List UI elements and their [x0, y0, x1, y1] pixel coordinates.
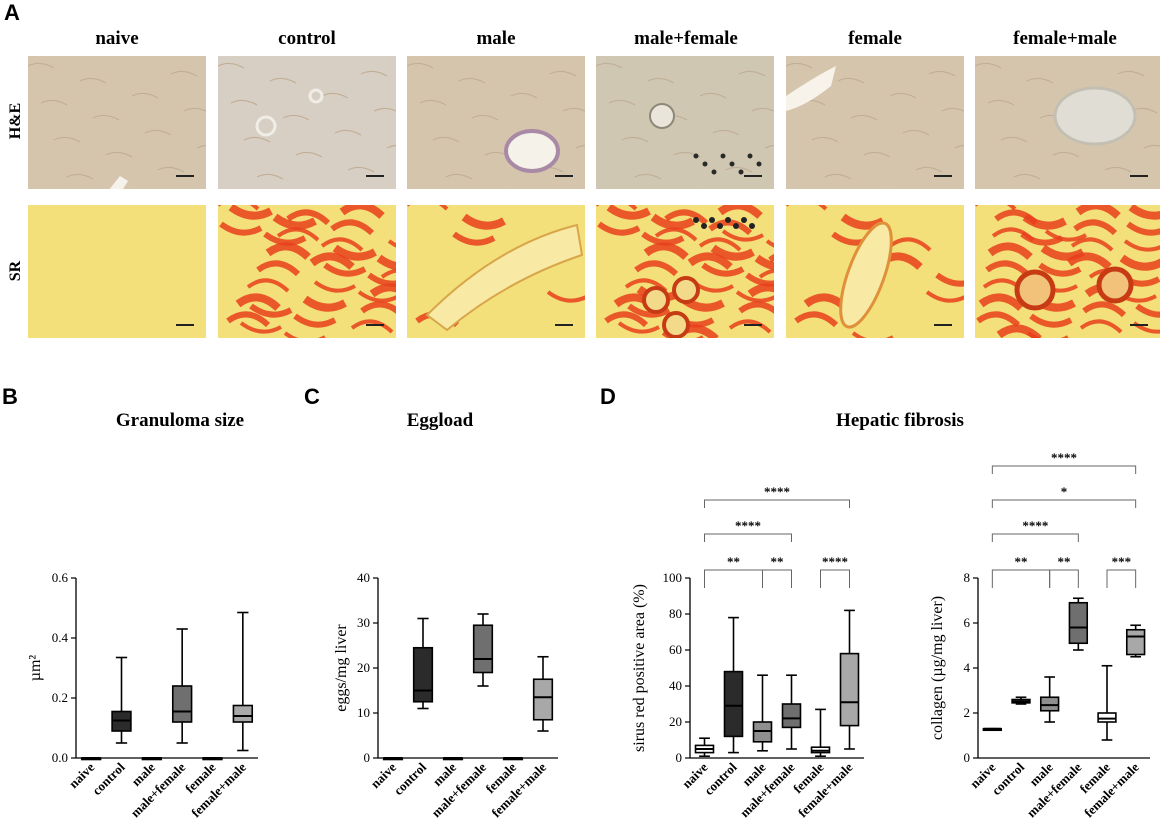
y-tick-label: 0: [676, 750, 683, 765]
box-male-female: [781, 703, 802, 729]
y-tick-label: 6: [964, 615, 971, 630]
box-female-male: [1125, 628, 1146, 656]
y-tick-label: 100: [663, 570, 683, 585]
panel-letter-a: A: [4, 0, 20, 25]
column-title-male-female: male+female: [634, 28, 738, 49]
panel-letter-d: D: [600, 384, 616, 409]
significance-bracket: [704, 569, 763, 588]
box-female-male: [839, 652, 860, 727]
x-tick-label: control: [989, 759, 1028, 798]
y-tick-label: 60: [669, 642, 682, 657]
y-tick-label: 30: [357, 615, 370, 630]
significance-bracket: [820, 569, 850, 588]
y-tick-label: 8: [964, 570, 971, 585]
micrograph-he-female: [786, 56, 964, 189]
y-tick-label: 10: [357, 705, 370, 720]
column-title-female: female: [848, 28, 902, 49]
chart-title-granuloma: Granuloma size: [115, 410, 245, 431]
y-tick-label: 0.4: [52, 630, 69, 645]
y-axis-label: µm²: [27, 655, 44, 682]
box-male-female: [1068, 601, 1089, 645]
y-tick-label: 0: [964, 750, 971, 765]
y-tick-label: 40: [357, 570, 370, 585]
micrograph-he-naive: [28, 56, 206, 189]
micrograph-sr-female-male: [975, 205, 1160, 338]
box-female-male: [532, 678, 554, 721]
column-title-female-male: female+male: [1013, 28, 1117, 49]
x-tick-label: control: [391, 759, 430, 798]
box-male: [1039, 696, 1060, 712]
micrograph-he-control: [218, 56, 396, 189]
y-tick-label: 0: [364, 750, 371, 765]
x-tick-label: control: [89, 759, 128, 798]
y-tick-label: 0.6: [52, 570, 69, 585]
micrograph-he-male-female: [596, 56, 774, 189]
box-control: [412, 646, 434, 703]
significance-label: **: [727, 554, 740, 569]
significance-bracket: [1049, 569, 1079, 588]
column-title-control: control: [278, 28, 336, 49]
micrograph-sr-male-female: [596, 205, 774, 338]
micrograph-sr-control: [218, 205, 396, 338]
y-tick-label: 40: [669, 678, 682, 693]
y-tick-label: 80: [669, 606, 682, 621]
significance-label: **: [1058, 554, 1071, 569]
micrograph-sr-naive: [28, 205, 206, 338]
y-tick-label: 20: [669, 714, 682, 729]
panel-letter-b: B: [2, 384, 18, 409]
micrograph-sr-female: [786, 205, 964, 338]
x-tick-label: control: [701, 759, 740, 798]
significance-label: ****: [1022, 518, 1048, 533]
y-tick-label: 0.0: [52, 750, 68, 765]
significance-label: ****: [735, 518, 761, 533]
y-tick-label: 0.2: [52, 690, 68, 705]
x-tick-label: male+female: [128, 759, 189, 820]
significance-bracket: [991, 533, 1079, 542]
y-tick-label: 2: [964, 705, 971, 720]
significance-bracket: [704, 499, 850, 508]
y-axis-label: sirus red positive area (%): [631, 584, 648, 752]
significance-bracket: [1106, 569, 1137, 588]
box-female-male: [232, 704, 254, 723]
y-axis-label: eggs/mg liver: [333, 624, 350, 712]
significance-bracket: [991, 499, 1137, 508]
y-tick-label: 20: [357, 660, 370, 675]
significance-bracket: [991, 569, 1051, 588]
x-tick-label: male+female: [428, 759, 489, 820]
box-male-female: [171, 685, 193, 723]
micrograph-he-female-male: [975, 56, 1160, 189]
significance-bracket: [762, 569, 792, 588]
micrograph-he-male: [407, 56, 585, 189]
significance-label: **: [1015, 554, 1028, 569]
x-tick-label: male+female: [737, 759, 798, 820]
significance-label: ***: [1112, 554, 1132, 569]
box-control: [723, 670, 744, 738]
significance-bracket: [704, 533, 792, 542]
significance-bracket: [991, 465, 1137, 474]
y-tick-label: 4: [964, 660, 971, 675]
significance-label: ****: [822, 554, 848, 569]
chart-title-eggload: Eggload: [406, 410, 474, 431]
column-title-naive: naive: [95, 28, 139, 49]
chart-title-fibrosis: Hepatic fibrosis: [836, 410, 964, 431]
significance-label: **: [771, 554, 784, 569]
micrograph-sr-male: [407, 205, 585, 338]
box-male-female: [472, 624, 494, 674]
significance-label: ****: [1051, 450, 1077, 465]
box-female: [1097, 712, 1117, 723]
y-axis-label: collagen (µg/mg liver): [929, 596, 946, 740]
significance-label: *: [1061, 484, 1068, 499]
panel-letter-c: C: [304, 384, 320, 409]
significance-label: ****: [764, 484, 790, 499]
column-title-male: male: [476, 28, 516, 49]
